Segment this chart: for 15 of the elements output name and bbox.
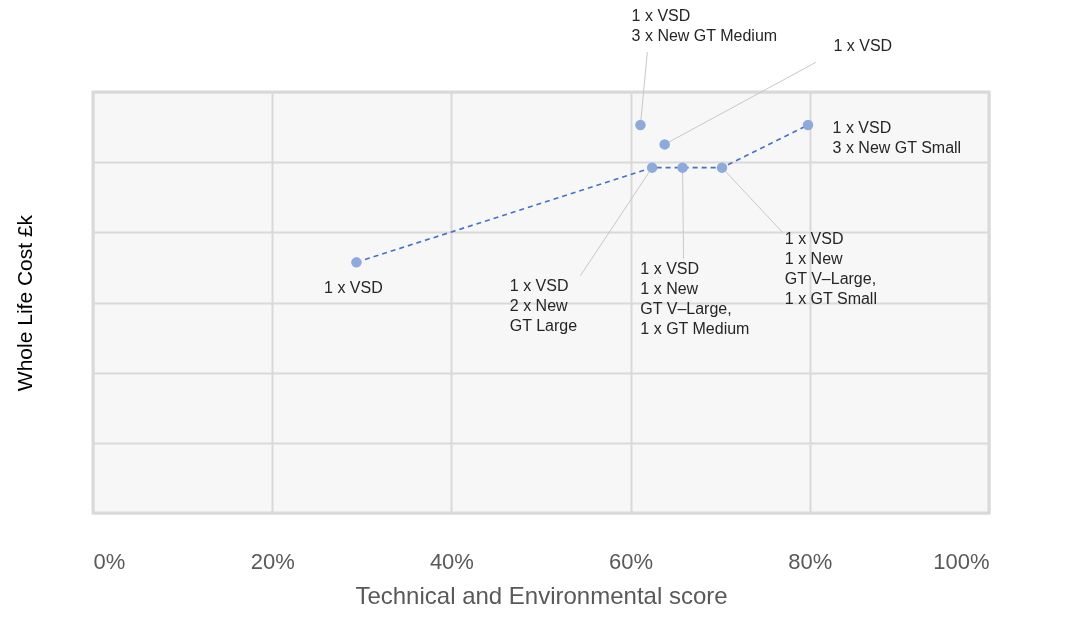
x-tick-label: 0% [93,548,126,574]
x-axis-title: Technical and Environmental score [355,581,728,609]
x-tick-label: 60% [609,548,654,574]
annotation: 1 x VSD 3 x New GT Small [832,118,962,156]
y-axis-title: Whole Life Cost £k [12,214,36,392]
x-tick-label: 20% [250,548,295,574]
annotation: 1 x VSD 1 x New GT V–Large, 1 x GT Small [784,229,877,307]
annotation: 1 x VSD [833,37,893,55]
annotation: 1 x VSD 2 x New GT Large [509,276,578,334]
annotation: 1 x VSD [324,279,383,297]
annotation: 1 x VSD 1 x New GT V–Large, 1 x GT Medium [640,259,750,337]
x-tick-label: 40% [429,548,474,574]
annotation: 1 x VSD 3 x New GT Medium [631,6,778,44]
x-tick-label: 100% [933,548,990,574]
x-tick-label: 80% [788,548,833,574]
